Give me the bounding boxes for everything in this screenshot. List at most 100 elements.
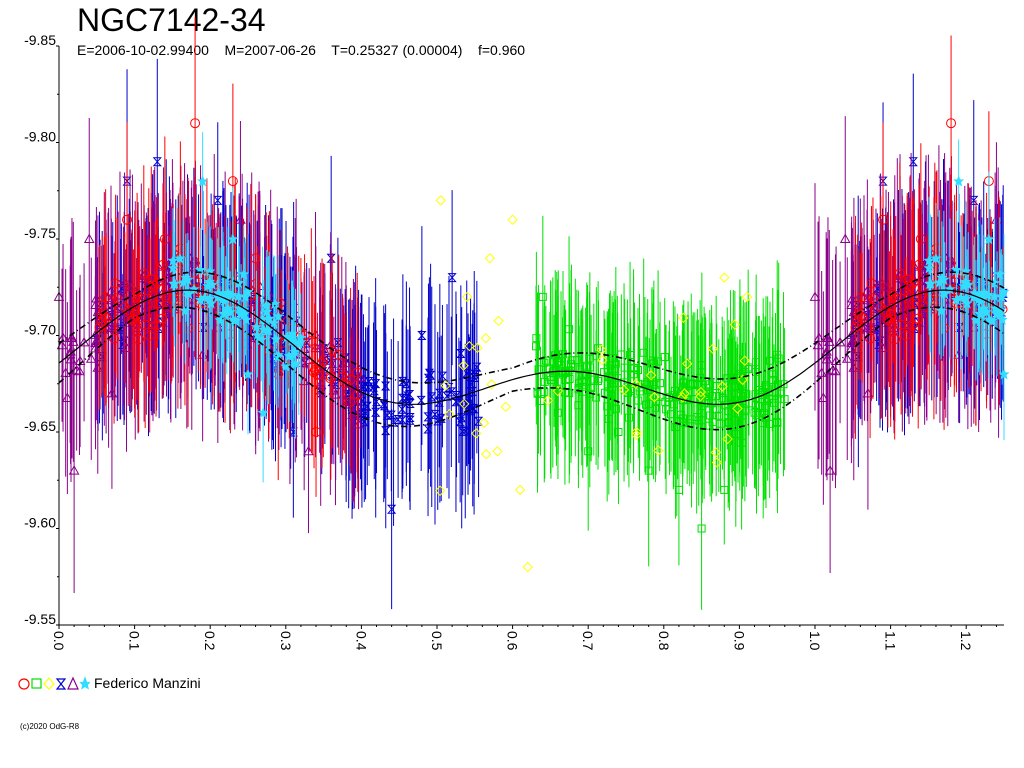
- data-point: [427, 392, 437, 402]
- data-point: [677, 392, 688, 403]
- data-point: [188, 283, 200, 295]
- data-point: [913, 313, 924, 324]
- data-point: [645, 370, 657, 381]
- data-point: [654, 357, 663, 366]
- data-point: [352, 367, 363, 378]
- data-point: [739, 389, 748, 398]
- data-point: [857, 312, 868, 323]
- y-tick-label: -9.55: [24, 611, 56, 627]
- data-point: [739, 355, 750, 366]
- data-point: [111, 293, 122, 304]
- chart-subtitle: E=2006-10-02.99400 M=2007-06-26 T=0.2532…: [77, 42, 526, 58]
- data-point: [820, 348, 832, 359]
- data-point: [648, 359, 657, 368]
- data-point: [719, 272, 730, 283]
- data-point: [472, 342, 483, 354]
- data-point: [930, 252, 942, 264]
- data-point: [631, 426, 642, 438]
- x-tick-label: 1.0: [807, 631, 823, 651]
- data-point: [118, 310, 129, 321]
- data-point: [480, 449, 492, 460]
- data-point: [144, 330, 155, 341]
- x-tick-label: 0.1: [127, 631, 143, 651]
- data-point: [678, 312, 689, 324]
- data-point: [773, 350, 782, 359]
- data-point: [128, 314, 139, 325]
- data-point: [435, 195, 446, 206]
- data-point: [196, 175, 209, 187]
- data-point: [908, 157, 918, 167]
- data-point: [635, 387, 644, 396]
- data-point: [779, 380, 788, 389]
- data-point: [337, 371, 348, 382]
- data-point: [744, 363, 753, 372]
- data-point: [809, 291, 821, 301]
- data-point: [630, 378, 642, 390]
- data-point: [712, 382, 721, 391]
- data-point: [240, 313, 252, 326]
- data-point: [540, 388, 549, 397]
- data-point: [669, 400, 678, 409]
- y-tick-label: -9.70: [24, 322, 56, 338]
- data-point: [492, 446, 503, 457]
- data-point: [447, 273, 457, 283]
- data-point: [309, 367, 320, 378]
- data-point: [720, 485, 729, 494]
- data-point: [983, 233, 995, 245]
- data-point: [759, 390, 768, 399]
- x-tick-label: 0.2: [202, 631, 218, 651]
- x-tick-label: 0.4: [353, 631, 369, 651]
- data-point: [159, 234, 170, 244]
- data-point: [830, 355, 842, 365]
- data-point: [584, 447, 593, 456]
- data-point: [695, 386, 707, 398]
- data-point: [946, 118, 957, 129]
- data-point: [816, 367, 828, 377]
- data-point: [397, 404, 407, 414]
- data-point: [856, 292, 867, 303]
- x-tick-label: 0.0: [51, 631, 67, 651]
- legend: Federico Manzini: [18, 674, 201, 692]
- data-point: [174, 252, 186, 264]
- data-point: [97, 352, 107, 362]
- data-point: [958, 280, 970, 292]
- data-point: [459, 398, 470, 410]
- data-point: [398, 376, 408, 386]
- data-point: [946, 254, 957, 265]
- data-point: [866, 278, 877, 289]
- data-point: [646, 385, 655, 394]
- data-point: [649, 391, 660, 403]
- data-point: [592, 393, 601, 402]
- data-point: [900, 330, 911, 341]
- data-point: [129, 309, 140, 320]
- x-tick-label: 0.3: [278, 631, 294, 651]
- data-point: [118, 277, 130, 288]
- data-point: [133, 334, 144, 345]
- data-point: [546, 372, 555, 381]
- data-point: [242, 368, 254, 380]
- fit-curve-upper: [58, 271, 1005, 384]
- x-tick-label: 0.9: [731, 631, 747, 651]
- y-tick-label: -9.75: [24, 225, 56, 241]
- data-point: [853, 352, 863, 362]
- data-point: [287, 349, 300, 361]
- data-point: [455, 417, 465, 427]
- data-point: [157, 313, 168, 324]
- data-point: [697, 524, 706, 533]
- data-point: [679, 388, 690, 399]
- data-point: [484, 253, 496, 264]
- data-point: [168, 278, 180, 290]
- data-point: [56, 339, 68, 350]
- data-point: [839, 233, 851, 243]
- data-point: [639, 348, 648, 357]
- data-point: [614, 428, 623, 436]
- data-point: [682, 358, 693, 369]
- y-tick-label: -9.65: [24, 418, 56, 434]
- data-point: [470, 369, 480, 379]
- x-tick-label: 0.6: [505, 631, 521, 651]
- data-point: [68, 465, 80, 475]
- data-point: [923, 262, 935, 274]
- legend-markers-icon: [18, 676, 90, 690]
- data-point: [382, 410, 392, 420]
- x-tick-label: 0.5: [429, 631, 445, 651]
